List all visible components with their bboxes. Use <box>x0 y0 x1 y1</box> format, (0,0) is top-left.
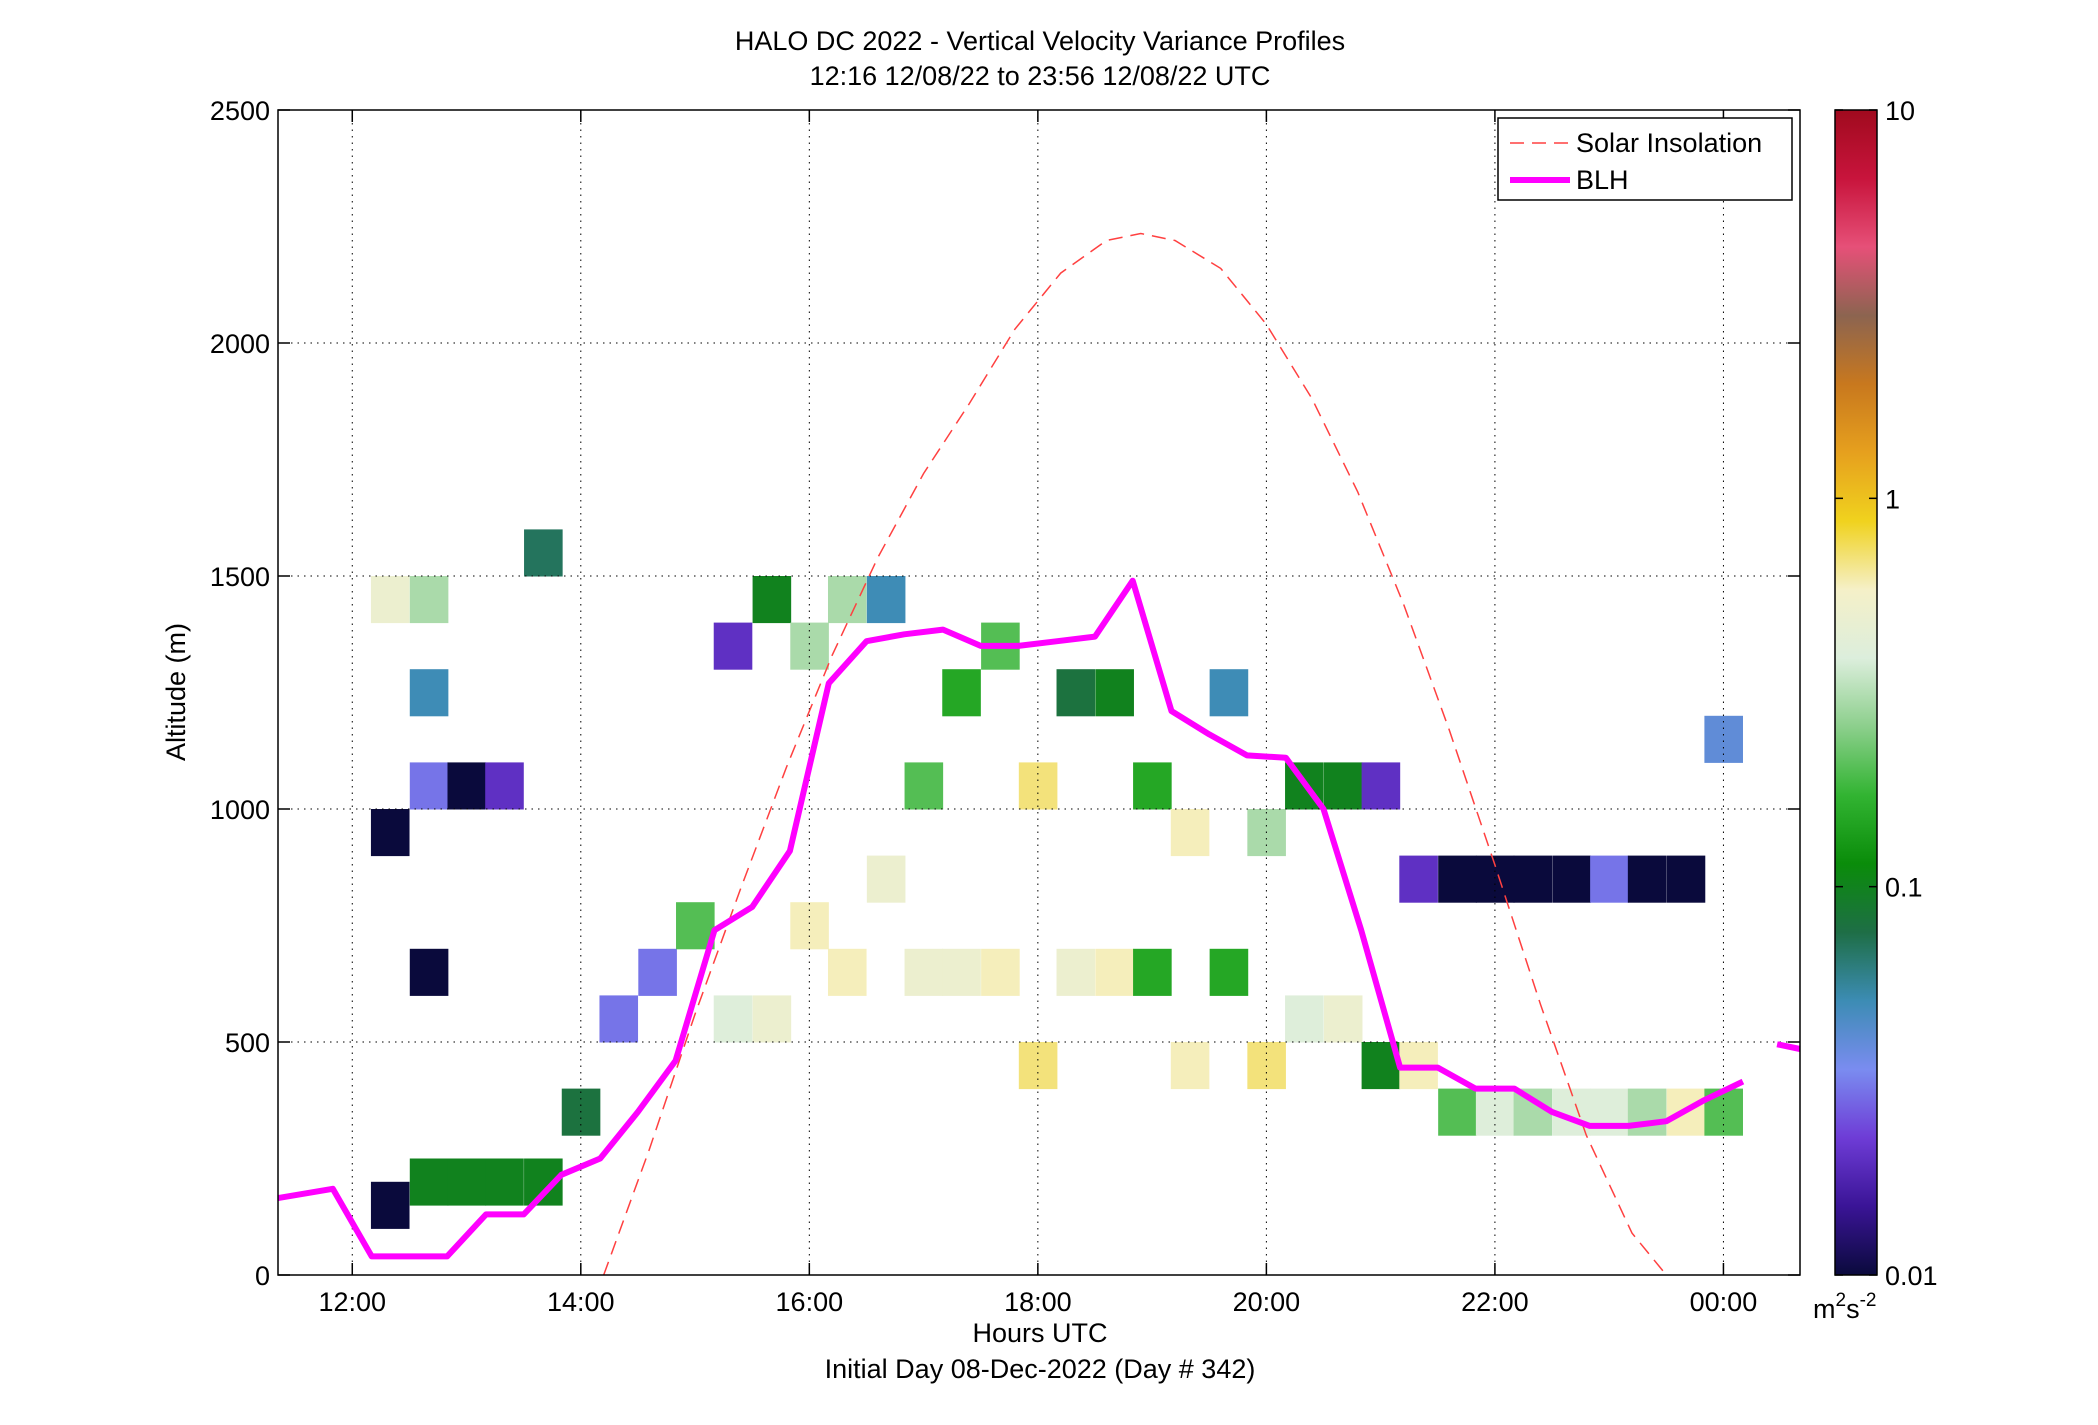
colorbar-tick-label: 1 <box>1885 484 1900 514</box>
heatmap-cell <box>713 995 753 1043</box>
y-tick-label: 0 <box>255 1261 270 1291</box>
heatmap-cell <box>1475 855 1515 903</box>
colorbar-tick-label: 0.1 <box>1885 873 1923 903</box>
heatmap-cell <box>409 576 449 624</box>
heatmap-cell <box>1323 995 1363 1043</box>
heatmap-cell <box>485 762 524 810</box>
legend-label-solar: Solar Insolation <box>1576 128 1762 158</box>
heatmap-cell <box>1627 1088 1667 1136</box>
heatmap-cell <box>370 809 410 857</box>
heatmap-cell <box>1209 948 1249 996</box>
heatmap-cell <box>409 948 449 996</box>
colorbar-unit-mid: s <box>1846 1294 1860 1324</box>
legend-box <box>1497 117 1793 201</box>
heatmap-cell <box>638 948 677 996</box>
heatmap-cell <box>370 576 410 624</box>
y-tick-label: 500 <box>225 1028 270 1058</box>
x-tick-label: 18:00 <box>1004 1287 1072 1317</box>
heatmap-cell <box>409 669 449 717</box>
heatmap-cell <box>1133 762 1172 810</box>
heatmap-cell <box>1133 948 1172 996</box>
heatmap-cell <box>370 1181 410 1229</box>
heatmap-cell <box>1170 809 1210 857</box>
x-axis-sublabel: Initial Day 08-Dec-2022 (Day # 342) <box>825 1354 1256 1384</box>
legend: Solar Insolation BLH <box>1497 117 1793 201</box>
y-tick-label: 1000 <box>210 795 270 825</box>
heatmap-cell <box>752 576 792 624</box>
heatmap-cell <box>485 1158 524 1206</box>
heatmap-cell <box>447 1158 487 1206</box>
heatmap-cell <box>942 669 981 717</box>
colorbar-fill <box>1835 110 1877 1275</box>
heatmap-cell <box>1666 855 1706 903</box>
x-axis-label: Hours UTC <box>972 1318 1107 1348</box>
heatmap-cell <box>1627 855 1667 903</box>
heatmap-cell <box>1361 762 1401 810</box>
colorbar-tick-label: 10 <box>1885 96 1915 126</box>
heatmap-cell <box>752 995 792 1043</box>
legend-label-blh: BLH <box>1576 165 1629 195</box>
heatmap-cell <box>1095 669 1134 717</box>
x-tick-label: 16:00 <box>776 1287 844 1317</box>
y-tick-label: 2500 <box>210 96 270 126</box>
heatmap-cell <box>1056 948 1096 996</box>
colorbar-ticks: 0.01 0.1 1 10 <box>1835 96 1938 1291</box>
series-layer <box>277 232 1801 1276</box>
colorbar: 0.01 0.1 1 10 m2s-2 <box>1813 96 1938 1324</box>
colorbar-frame <box>1834 109 1878 1276</box>
heatmap-cell <box>981 948 1020 996</box>
series-line-blh <box>277 577 1745 1260</box>
heatmap-cell <box>713 622 753 670</box>
colorbar-unit-sup2: -2 <box>1860 1290 1877 1311</box>
x-tick-label: 20:00 <box>1233 1287 1301 1317</box>
heatmap-cell <box>599 995 639 1043</box>
colorbar-unit-sup1: 2 <box>1836 1290 1847 1311</box>
heatmap-cell <box>827 576 867 624</box>
heatmap-cell <box>409 1158 449 1206</box>
heatmap-cell <box>1438 1088 1477 1136</box>
axis-ticks: 12:00 14:00 16:00 18:00 20:00 22:00 00:00 0 500 1… <box>210 96 1800 1317</box>
x-tick-label: 12:00 <box>318 1287 386 1317</box>
x-tick-label: 14:00 <box>547 1287 615 1317</box>
colorbar-unit-base: m <box>1813 1294 1836 1324</box>
x-tick-label: 22:00 <box>1461 1287 1529 1317</box>
chart-title: HALO DC 2022 - Vertical Velocity Varianc… <box>735 26 1345 56</box>
heatmap-cell <box>1170 1042 1210 1090</box>
heatmap-cell <box>866 576 906 624</box>
y-axis-label: Altitude (m) <box>161 623 191 761</box>
heatmap-cell <box>1399 855 1438 903</box>
colorbar-unit: m2s-2 <box>1813 1290 1876 1324</box>
heatmap-cell <box>1209 669 1249 717</box>
heatmap-cell <box>1438 855 1477 903</box>
heatmap-cell <box>1285 995 1324 1043</box>
chart-subtitle: 12:16 12/08/22 to 23:56 12/08/22 UTC <box>810 61 1271 91</box>
series-line-blh-tail <box>1776 1041 1801 1052</box>
heatmap-cell <box>1552 855 1592 903</box>
heatmap-cell <box>904 762 944 810</box>
heatmap-cell <box>1018 762 1058 810</box>
heatmap-cell <box>1056 669 1096 717</box>
y-tick-label: 2000 <box>210 329 270 359</box>
heatmap-cell <box>524 529 563 577</box>
heatmap-cell <box>827 948 867 996</box>
heatmap-cell <box>1590 855 1629 903</box>
plot-area: 12:00 14:00 16:00 18:00 20:00 22:00 00:00 0 500 1… <box>210 96 1801 1317</box>
heatmap-cell <box>904 948 944 996</box>
series-line-solar-insolation <box>602 232 1667 1276</box>
heatmap-cell <box>1323 762 1363 810</box>
heatmap-cell <box>866 855 906 903</box>
heatmap-cell <box>1704 715 1743 763</box>
heatmap-cell <box>409 762 449 810</box>
heatmap-cell <box>1095 948 1134 996</box>
y-tick-label: 1500 <box>210 562 270 592</box>
plot-frame <box>277 109 1801 1276</box>
heatmap-cell <box>447 762 487 810</box>
heatmap-cell <box>942 948 981 996</box>
heatmap-cell <box>1513 1088 1553 1136</box>
heatmap-cell <box>1513 855 1553 903</box>
x-tick-label: 00:00 <box>1690 1287 1758 1317</box>
colorbar-tick-label: 0.01 <box>1885 1261 1938 1291</box>
